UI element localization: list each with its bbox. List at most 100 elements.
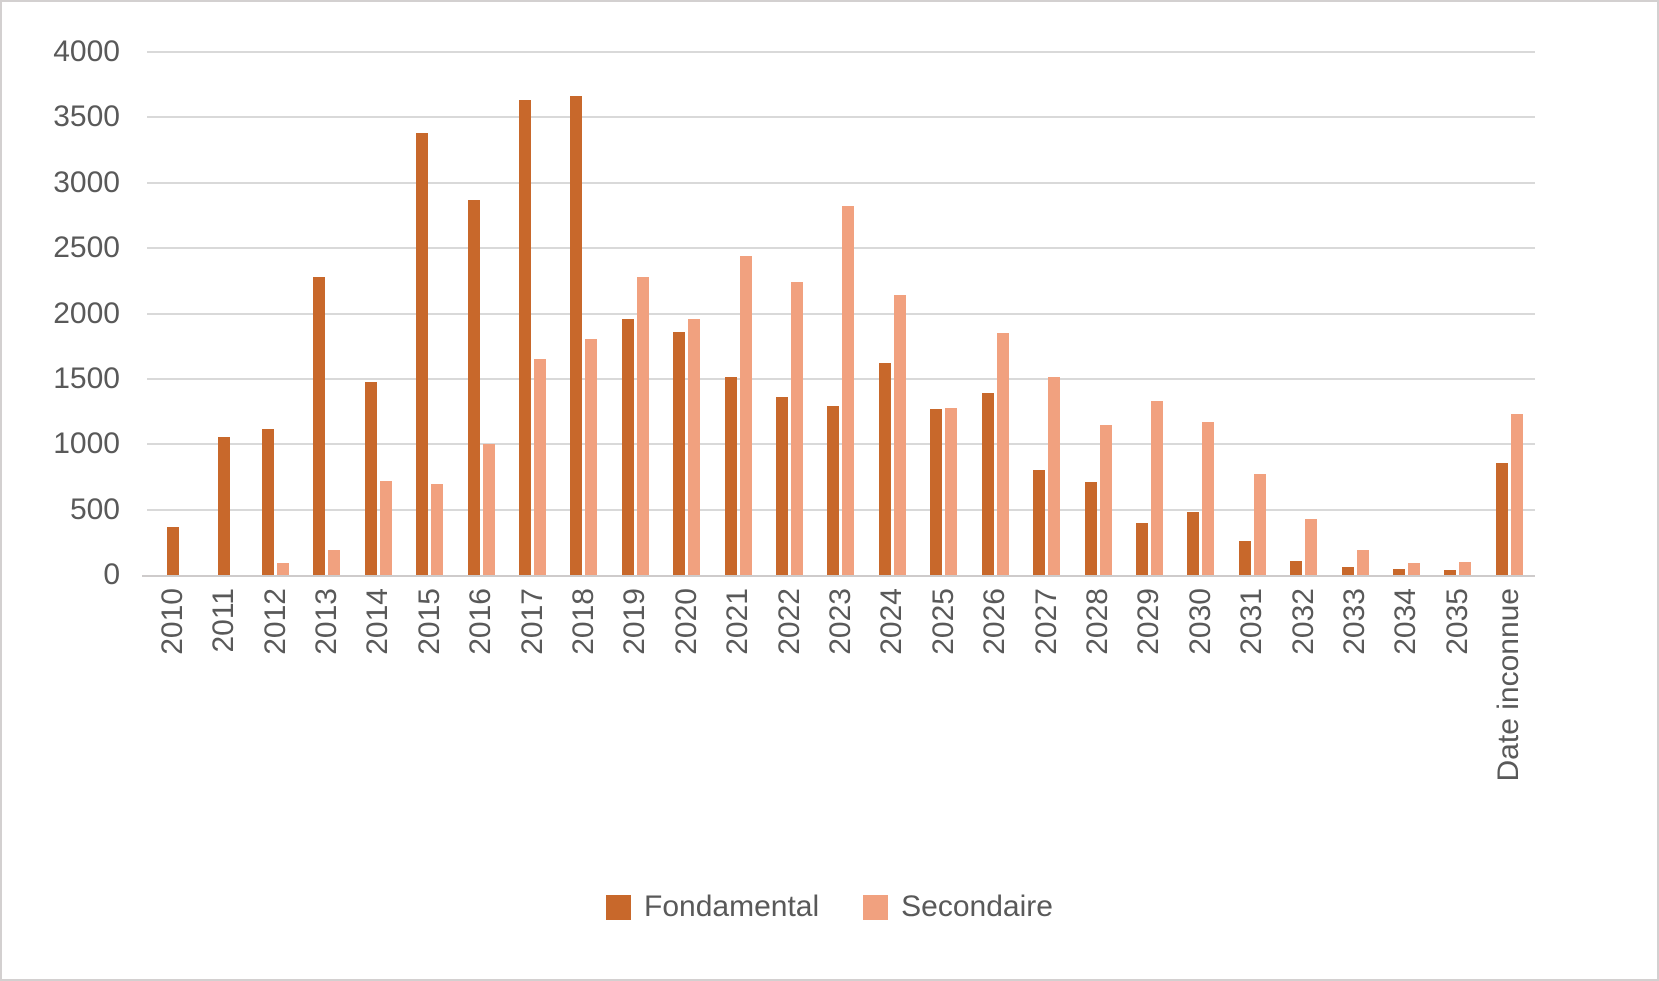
bar-fondamental-2029 <box>1135 523 1148 575</box>
gridline-2500 <box>147 247 1535 250</box>
bar-secondaire-2033 <box>1356 549 1369 575</box>
x-tick-cell: 2012 <box>250 588 301 781</box>
category-column-2017 <box>507 52 558 575</box>
category-column-2013 <box>301 52 352 575</box>
bar-fondamental-2014 <box>364 381 377 575</box>
plot-area <box>142 51 1535 577</box>
x-tick-label: 2028 <box>1081 588 1115 655</box>
bar-fondamental-2026 <box>981 392 994 575</box>
bar-fondamental-2020 <box>673 332 686 575</box>
y-tick-label: 1500 <box>53 361 120 395</box>
x-tick-cell: 2029 <box>1124 588 1175 781</box>
bar-secondaire-2014 <box>379 480 392 575</box>
legend-item-secondaire: Secondaire <box>863 890 1053 924</box>
category-column-2026 <box>970 52 1021 575</box>
x-tick-cell: 2021 <box>712 588 763 781</box>
x-tick-label: 2023 <box>823 588 857 655</box>
bar-fondamental-2013 <box>313 276 326 575</box>
x-tick-label: 2010 <box>155 588 189 655</box>
x-tick-cell: 2026 <box>970 588 1021 781</box>
bar-secondaire-2022 <box>791 282 804 575</box>
x-axis: 2010 2011 2012 2013 2014 2015 2016 2017 2018 2019… <box>147 588 1535 781</box>
x-tick-label: 2017 <box>515 588 549 655</box>
legend: Fondamental Secondaire <box>2 890 1657 924</box>
bar-fondamental-2012 <box>262 428 275 575</box>
y-tick-label: 4000 <box>53 35 120 68</box>
x-tick-label: 2016 <box>464 588 498 655</box>
x-axis-line <box>142 575 1535 577</box>
bar-fondamental-2031 <box>1238 541 1251 575</box>
x-tick-cell: 2023 <box>815 588 866 781</box>
bar-secondaire-2026 <box>996 333 1009 575</box>
x-tick-cell: 2010 <box>147 588 198 781</box>
bar-fondamental-2017 <box>519 100 532 575</box>
bar-secondaire-2029 <box>1150 401 1163 575</box>
bar-fondamental-2028 <box>1084 482 1097 575</box>
gridline-500 <box>147 508 1535 511</box>
bar-secondaire-2032 <box>1305 518 1318 575</box>
x-tick-label: Date inconnue <box>1492 588 1526 782</box>
bar-fondamental-2011 <box>218 437 231 575</box>
x-tick-label: 2021 <box>721 588 755 655</box>
x-tick-label: 2026 <box>978 588 1012 655</box>
bar-secondaire-2025 <box>945 408 958 575</box>
bar-secondaire-Date inconnue <box>1510 414 1523 575</box>
bar-secondaire-2016 <box>482 444 495 575</box>
y-tick-label: 3500 <box>53 100 120 134</box>
category-column-2023 <box>815 52 866 575</box>
x-tick-label: 2011 <box>207 588 241 653</box>
x-tick-label: 2022 <box>772 588 806 655</box>
bars-container <box>147 52 1535 575</box>
x-tick-cell: 2031 <box>1227 588 1278 781</box>
category-column-2031 <box>1227 52 1278 575</box>
bar-secondaire-2019 <box>636 276 649 575</box>
x-tick-label: 2020 <box>669 588 703 655</box>
x-tick-label: 2029 <box>1132 588 1166 655</box>
category-column-2012 <box>250 52 301 575</box>
x-tick-label: 2012 <box>258 588 292 655</box>
x-tick-cell: 2034 <box>1381 588 1432 781</box>
category-column-2029 <box>1124 52 1175 575</box>
category-column-2027 <box>1021 52 1072 575</box>
bar-fondamental-2022 <box>776 397 789 575</box>
legend-swatch-fondamental-icon <box>606 894 632 920</box>
bar-fondamental-2034 <box>1392 569 1405 575</box>
x-tick-label: 2027 <box>1029 588 1063 655</box>
gridline-4000 <box>147 51 1535 53</box>
x-tick-cell: 2015 <box>404 588 455 781</box>
category-column-2015 <box>404 52 455 575</box>
x-tick-label: 2034 <box>1389 588 1423 655</box>
x-tick-cell: 2020 <box>661 588 712 781</box>
category-column-Date inconnue <box>1484 52 1535 575</box>
x-tick-label: 2030 <box>1183 588 1217 655</box>
bar-fondamental-2018 <box>570 96 583 575</box>
bar-fondamental-2035 <box>1444 569 1457 575</box>
category-column-2025 <box>918 52 969 575</box>
category-column-2019 <box>610 52 661 575</box>
x-tick-label: 2035 <box>1440 588 1474 655</box>
category-column-2010 <box>147 52 198 575</box>
x-tick-cell: 2011 <box>198 588 249 781</box>
category-column-2022 <box>764 52 815 575</box>
bar-fondamental-2024 <box>878 363 891 575</box>
bar-secondaire-2024 <box>893 295 906 575</box>
x-tick-cell: 2025 <box>918 588 969 781</box>
gridline-1500 <box>147 377 1535 380</box>
x-tick-cell: 2027 <box>1021 588 1072 781</box>
bar-secondaire-2028 <box>1099 425 1112 575</box>
bar-secondaire-2020 <box>688 318 701 575</box>
gridline-2000 <box>147 312 1535 315</box>
category-column-2032 <box>1278 52 1329 575</box>
x-tick-label: 2014 <box>361 588 395 655</box>
bar-secondaire-2012 <box>277 563 290 575</box>
x-tick-cell: 2032 <box>1278 588 1329 781</box>
x-tick-cell: 2014 <box>353 588 404 781</box>
bar-secondaire-2023 <box>842 206 855 575</box>
x-tick-cell: Date inconnue <box>1484 588 1535 781</box>
bar-secondaire-2027 <box>1048 376 1061 575</box>
bar-fondamental-2019 <box>621 318 634 575</box>
x-tick-cell: 2028 <box>1072 588 1123 781</box>
x-tick-label: 2024 <box>875 588 909 655</box>
category-column-2021 <box>712 52 763 575</box>
